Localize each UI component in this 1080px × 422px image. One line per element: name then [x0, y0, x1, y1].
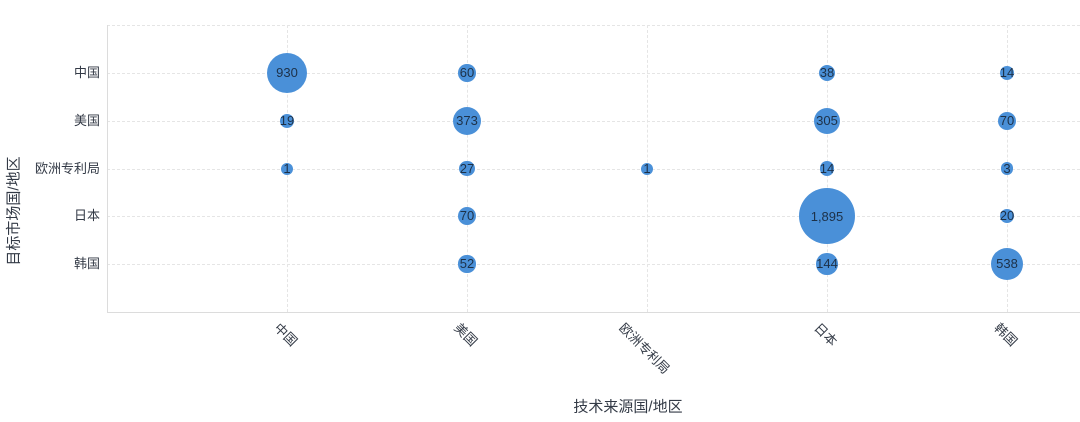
bubble-r2-c4[interactable]: 3 [1000, 160, 1014, 176]
bubble-r4-c3[interactable]: 144 [816, 253, 838, 275]
bubble-r0-c3[interactable]: 38 [818, 64, 836, 82]
bubble-r2-c3[interactable]: 14 [819, 160, 835, 176]
horizontal-gridline [107, 264, 1080, 265]
bubble-value-label: 20 [999, 208, 1015, 224]
bubble-r1-c0[interactable]: 19 [279, 113, 295, 129]
bubble-r4-c4[interactable]: 538 [990, 247, 1024, 281]
x-tick-label: 中国 [271, 320, 301, 350]
bubble-r4-c1[interactable]: 52 [458, 255, 476, 273]
horizontal-gridline [107, 216, 1080, 217]
bubble-value-label: 14 [999, 65, 1015, 81]
bubble-value-label: 305 [816, 113, 838, 129]
y-axis-line [107, 25, 108, 312]
bubble-value-label: 538 [996, 256, 1018, 272]
y-tick-label: 欧洲专利局 [34, 160, 100, 176]
bubble-r1-c4[interactable]: 70 [997, 111, 1016, 130]
bubble-r3-c4[interactable]: 20 [999, 208, 1015, 224]
bubble-value-label: 3 [1003, 160, 1011, 176]
horizontal-gridline [107, 121, 1080, 122]
bubble-value-label: 14 [819, 160, 835, 176]
y-tick-label: 中国 [73, 65, 100, 80]
horizontal-gridline [107, 25, 1080, 26]
bubble-value-label: 1 [283, 161, 291, 176]
bubble-r3-c1[interactable]: 70 [457, 206, 476, 225]
x-tick-label: 欧洲专利局 [616, 320, 673, 377]
x-tick-label: 美国 [451, 320, 481, 350]
bubble-value-label: 930 [276, 65, 298, 81]
y-tick-label: 美国 [73, 113, 100, 128]
bubble-r2-c0[interactable]: 1 [281, 161, 293, 176]
bubble-r0-c0[interactable]: 930 [266, 52, 308, 94]
bubble-value-label: 373 [456, 113, 478, 129]
bubble-value-label: 1,895 [810, 208, 844, 224]
bubble-r2-c1[interactable]: 27 [459, 160, 475, 177]
bubble-r0-c1[interactable]: 60 [458, 64, 476, 82]
y-tick-label: 韩国 [73, 256, 100, 271]
y-tick-label: 日本 [73, 208, 100, 223]
bubble-value-label: 144 [816, 256, 838, 272]
bubble-r2-c2[interactable]: 1 [641, 161, 653, 176]
y-axis-title: 目标市场国/地区 [5, 156, 23, 266]
horizontal-gridline [107, 168, 1080, 170]
x-tick-label: 韩国 [991, 320, 1021, 350]
x-axis-line [107, 312, 1080, 313]
bubble-value-label: 27 [459, 160, 475, 176]
bubble-value-label: 1 [643, 161, 651, 176]
bubble-r3-c3[interactable]: 1,895 [799, 188, 855, 244]
bubble-value-label: 70 [999, 113, 1015, 129]
x-axis-title: 技术来源国/地区 [573, 398, 683, 416]
bubble-r0-c4[interactable]: 14 [999, 65, 1015, 81]
bubble-value-label: 52 [459, 256, 475, 272]
bubble-r1-c1[interactable]: 373 [452, 106, 482, 136]
bubble-value-label: 38 [819, 65, 835, 81]
bubble-value-label: 19 [279, 113, 295, 129]
bubble-value-label: 60 [459, 65, 475, 81]
bubble-value-label: 70 [459, 208, 475, 224]
x-tick-label: 日本 [811, 320, 841, 350]
horizontal-gridline [107, 73, 1080, 74]
bubble-r1-c3[interactable]: 305 [813, 107, 841, 135]
